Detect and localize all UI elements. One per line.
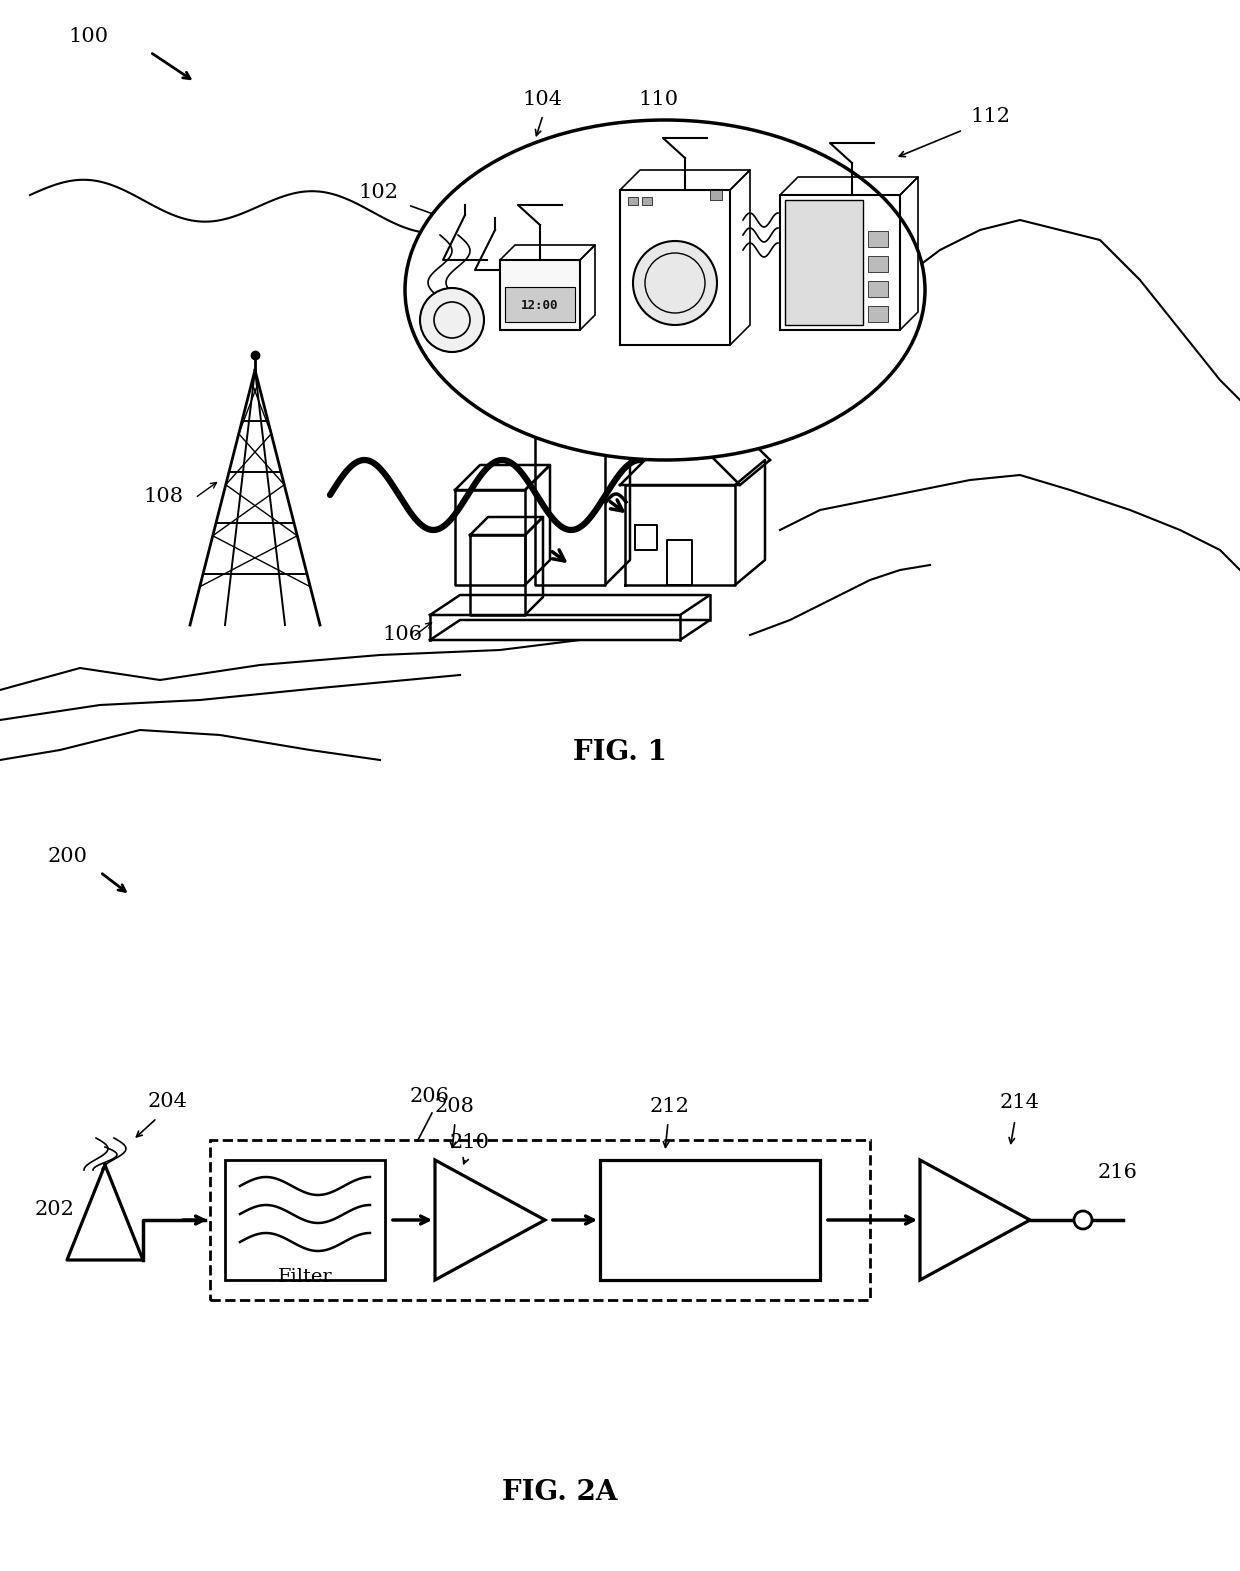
Bar bbox=[711, 190, 722, 200]
Text: 100: 100 bbox=[68, 27, 108, 46]
Bar bbox=[868, 256, 888, 272]
Bar bbox=[500, 259, 580, 330]
Bar bbox=[868, 231, 888, 247]
Polygon shape bbox=[435, 1159, 546, 1280]
Text: 208: 208 bbox=[435, 1097, 475, 1115]
Text: 214: 214 bbox=[999, 1093, 1040, 1112]
Bar bbox=[224, 1159, 384, 1280]
Text: 210: 210 bbox=[450, 1133, 490, 1152]
Bar bbox=[600, 1159, 820, 1280]
Circle shape bbox=[1074, 1211, 1092, 1229]
Bar bbox=[505, 287, 575, 322]
Bar bbox=[210, 1141, 870, 1299]
Text: 206: 206 bbox=[410, 1087, 450, 1106]
Polygon shape bbox=[920, 1159, 1030, 1280]
Text: 102: 102 bbox=[358, 182, 398, 203]
Bar bbox=[868, 306, 888, 322]
Text: 200: 200 bbox=[48, 847, 88, 866]
Text: 104: 104 bbox=[522, 90, 562, 108]
Text: 216: 216 bbox=[1097, 1163, 1138, 1181]
Circle shape bbox=[632, 240, 717, 325]
Text: 204: 204 bbox=[148, 1092, 188, 1111]
Circle shape bbox=[420, 287, 484, 352]
Text: 106: 106 bbox=[382, 625, 422, 644]
Bar bbox=[642, 196, 652, 204]
Text: 112: 112 bbox=[970, 107, 1011, 126]
Text: 110: 110 bbox=[639, 90, 678, 108]
Bar bbox=[627, 196, 639, 204]
Bar bbox=[785, 200, 863, 325]
Ellipse shape bbox=[405, 119, 925, 460]
Text: 12:00: 12:00 bbox=[521, 298, 559, 311]
Text: 108: 108 bbox=[143, 487, 184, 506]
Text: 202: 202 bbox=[35, 1200, 74, 1219]
Text: 212: 212 bbox=[650, 1097, 689, 1115]
Text: FIG. 1: FIG. 1 bbox=[573, 738, 667, 767]
Text: Filter: Filter bbox=[278, 1268, 332, 1287]
Text: FIG. 2A: FIG. 2A bbox=[502, 1478, 618, 1507]
Bar bbox=[868, 281, 888, 297]
